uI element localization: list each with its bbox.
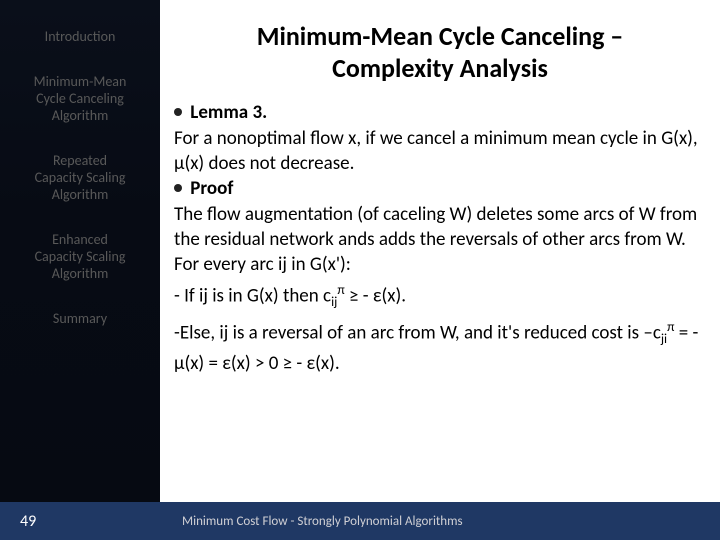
proof-p3b: ≥ - ε(x). xyxy=(345,284,406,307)
proof-p4: -Else, ij is a reversal of an arc from W… xyxy=(174,314,710,376)
nav-item-mmcc[interactable]: Minimum-Mean Cycle Canceling Algorithm xyxy=(10,73,150,124)
footer-text: Minimum Cost Flow - Strongly Polynomial … xyxy=(160,502,720,540)
main-content: Minimum-Mean Cycle Canceling – Complexit… xyxy=(160,0,720,540)
nav-label-line: Cycle Canceling xyxy=(36,90,124,107)
lemma-line: Lemma 3. xyxy=(174,100,710,125)
nav-label-line: Enhanced xyxy=(52,231,108,248)
proof-p1: The flow augmentation (of caceling W) de… xyxy=(174,202,710,252)
lemma-text: For a nonoptimal flow x, if we cancel a … xyxy=(174,126,710,176)
proof-p2: For every arc ij in G(x'): xyxy=(174,252,710,277)
nav-item-rcs[interactable]: Repeated Capacity Scaling Algorithm xyxy=(10,152,150,203)
proof-label: Proof xyxy=(190,177,233,200)
slide-container: Introduction Minimum-Mean Cycle Cancelin… xyxy=(0,0,720,540)
nav-item-ecs[interactable]: Enhanced Capacity Scaling Algorithm xyxy=(10,231,150,282)
sidebar-top-pad xyxy=(0,0,160,18)
sup-pi: π xyxy=(337,281,344,298)
slide-title: Minimum-Mean Cycle Canceling – Complexit… xyxy=(160,0,720,92)
proof-p3a: - If ij is in G(x) then c xyxy=(174,284,331,307)
nav-list: Introduction Minimum-Mean Cycle Cancelin… xyxy=(0,18,160,502)
nav-item-introduction[interactable]: Introduction xyxy=(10,28,150,45)
nav-label-line: Capacity Scaling xyxy=(35,169,126,186)
page-number: 49 xyxy=(0,502,160,540)
bullet-icon xyxy=(174,108,182,116)
nav-label-line: Capacity Scaling xyxy=(35,248,126,265)
proof-line: Proof xyxy=(174,176,710,201)
nav-label-line: Repeated xyxy=(53,152,107,169)
nav-label-line: Algorithm xyxy=(52,265,109,282)
nav-label-line: Minimum-Mean xyxy=(34,73,127,90)
sidebar: Introduction Minimum-Mean Cycle Cancelin… xyxy=(0,0,160,540)
title-line: Minimum-Mean Cycle Canceling – xyxy=(257,20,624,52)
bullet-icon xyxy=(174,184,182,192)
title-line: Complexity Analysis xyxy=(332,52,548,84)
slide-body: Lemma 3. For a nonoptimal flow x, if we … xyxy=(160,92,720,502)
nav-label-line: Algorithm xyxy=(52,107,109,124)
nav-item-summary[interactable]: Summary xyxy=(10,310,150,327)
proof-p4a: -Else, ij is a reversal of an arc from W… xyxy=(174,321,661,344)
proof-p3: - If ij is in G(x) then cijπ ≥ - ε(x). xyxy=(174,277,710,314)
nav-label-line: Algorithm xyxy=(52,186,109,203)
lemma-label: Lemma 3. xyxy=(190,101,267,124)
